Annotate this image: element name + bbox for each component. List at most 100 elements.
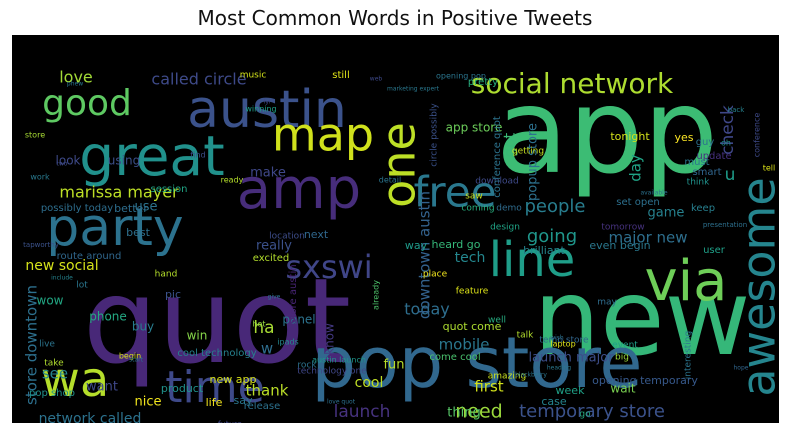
word-going: going (527, 226, 577, 247)
word-heading: heading (547, 365, 571, 372)
word-marketing-expert: marketing expert (387, 86, 440, 93)
word-map: map (272, 108, 374, 162)
word-start: start (129, 357, 144, 364)
word-life: life (206, 396, 223, 409)
word-pop-store: pop store (312, 322, 643, 404)
word-cool-technology: cool technology (177, 348, 256, 359)
word-lot: lot (76, 281, 88, 291)
word-panel: panel (282, 313, 315, 327)
word-austin: austin (187, 80, 347, 140)
word-conference-quot: conference quot (492, 116, 503, 198)
word-smart: smart (692, 167, 721, 178)
word-love: love (59, 68, 93, 87)
word-buy: buy (132, 320, 154, 334)
word-coming: coming (461, 204, 494, 214)
word-may: may (597, 298, 617, 308)
word-download: download (475, 177, 519, 187)
word-ready: ready (221, 176, 244, 185)
word-fun: fun (383, 358, 404, 373)
word-available: available (640, 190, 667, 197)
word-check: check (718, 105, 738, 155)
word-phone: phone (89, 310, 127, 324)
word-store-austin: store austin (288, 264, 299, 323)
word-better: better (114, 202, 148, 215)
word-thing: thing (447, 406, 480, 421)
word-win: win (187, 329, 208, 343)
word-good: good (42, 83, 132, 124)
word-future: future (218, 420, 242, 424)
word-great: great (79, 124, 224, 188)
word-best: best (126, 226, 150, 239)
word-music: music (240, 71, 267, 81)
word-event: event (612, 341, 638, 351)
word-take: take (44, 359, 64, 369)
word-possibly-today: possibly today (41, 203, 113, 214)
word-social-network: social network (471, 67, 674, 100)
word-fyi: fyi (263, 99, 271, 106)
word-back: back (728, 106, 746, 114)
word-think: think (687, 178, 710, 188)
word-opening-temporary: opening temporary (592, 374, 698, 387)
word-ha: ha (253, 318, 274, 338)
word-phew: phew (67, 81, 83, 88)
cloud-background (12, 35, 779, 423)
word-route-around: route around (57, 251, 122, 262)
word-saw: saw (465, 192, 483, 202)
word-via: via (644, 249, 727, 314)
word-winning: winning (245, 105, 276, 114)
word-amp: amp (237, 157, 361, 222)
word-demo: demo (496, 204, 522, 214)
word-two: two (57, 161, 68, 168)
word-mobile: mobile (439, 336, 490, 354)
word-wa: wa (41, 352, 110, 408)
word-day: day (627, 154, 645, 182)
word-quot: quot (83, 252, 351, 390)
word-case: case (541, 395, 567, 408)
word-need: need (455, 401, 502, 423)
word-place: place (423, 270, 448, 280)
word-launch: launch (334, 402, 391, 422)
word-way: way (405, 239, 428, 252)
word-wish: wish (550, 335, 564, 342)
word-nice: nice (135, 395, 162, 410)
word-design: design (490, 223, 520, 233)
word-pretty: pretty (468, 77, 498, 88)
word-popup-store: popup store (526, 123, 541, 201)
word-austin-launch: austin launch (312, 356, 366, 365)
word-talk: talk (517, 331, 535, 341)
word-getting: getting (512, 147, 544, 157)
word-circle-possibly: circle possibly (430, 103, 440, 167)
word-thank: thank (246, 382, 289, 400)
word-web: web (370, 76, 383, 83)
word-opening-pop: opening pop (436, 72, 486, 81)
word-pic: pic (165, 288, 181, 301)
word-include: include (51, 275, 73, 282)
word-look: look (56, 154, 81, 168)
word-user: user (703, 245, 726, 256)
word-tell: tell (763, 164, 776, 173)
word-new-social: new social (25, 258, 98, 274)
word-new: new (533, 257, 750, 379)
word-conference: conference (753, 113, 762, 158)
word-location: location (269, 232, 305, 242)
word-app: app (496, 62, 718, 200)
word-already: already (372, 280, 381, 310)
word-release: release (244, 401, 280, 412)
word-feature: feature (456, 287, 489, 297)
word-work: work (30, 173, 50, 182)
word-week: week (556, 384, 586, 397)
word-awesome: awesome (732, 177, 780, 396)
word-next: next (304, 228, 329, 241)
word-session: session (150, 184, 187, 195)
word-set-open: set open (616, 197, 659, 208)
word-find: find (190, 151, 205, 160)
word-using: using (108, 154, 140, 168)
word-still: still (332, 70, 349, 81)
word-want: want (86, 380, 118, 395)
word-big: big (615, 353, 629, 363)
word-people: people (524, 196, 585, 217)
word-come-cool: come cool (429, 352, 480, 363)
chart-title: Most Common Words in Positive Tweets (197, 6, 593, 30)
word-really: really (256, 239, 292, 254)
